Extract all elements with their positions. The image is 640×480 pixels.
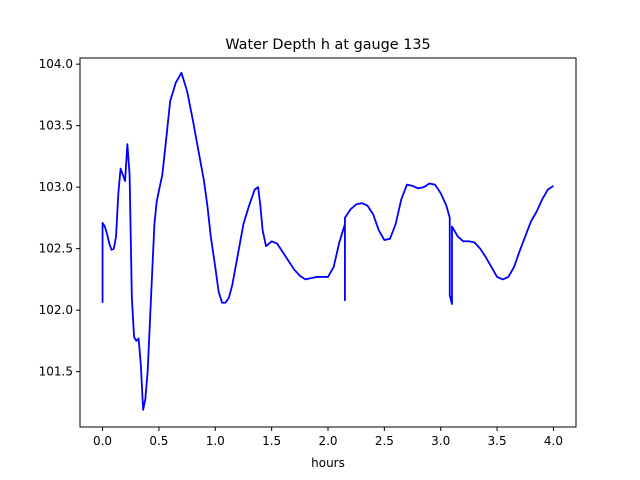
y-tick-label: 104.0 <box>39 57 73 71</box>
y-tick-label: 102.0 <box>39 303 73 317</box>
chart-title: Water Depth h at gauge 135 <box>225 37 430 53</box>
x-tick-label: 2.0 <box>318 434 337 448</box>
y-tick-label: 101.5 <box>39 365 73 379</box>
y-tick-label: 103.5 <box>39 119 73 133</box>
series-line <box>101 71 554 411</box>
x-tick-label: 0.5 <box>149 434 168 448</box>
x-tick-label: 1.5 <box>262 434 281 448</box>
y-tick-label: 102.5 <box>39 242 73 256</box>
y-axis-ticks: 101.5 102.0 102.5 103.0 103.5 104.0 <box>39 57 80 379</box>
x-tick-label: 4.0 <box>544 434 563 448</box>
y-tick-label: 103.0 <box>39 180 73 194</box>
x-axis-label: hours <box>311 456 345 470</box>
x-axis-ticks: 0.0 0.5 1.0 1.5 2.0 2.5 3.0 3.5 4.0 <box>93 427 563 448</box>
x-tick-label: 2.5 <box>375 434 394 448</box>
x-tick-label: 3.0 <box>431 434 450 448</box>
x-tick-label: 3.5 <box>488 434 507 448</box>
x-tick-label: 1.0 <box>206 434 225 448</box>
x-tick-label: 0.0 <box>93 434 112 448</box>
